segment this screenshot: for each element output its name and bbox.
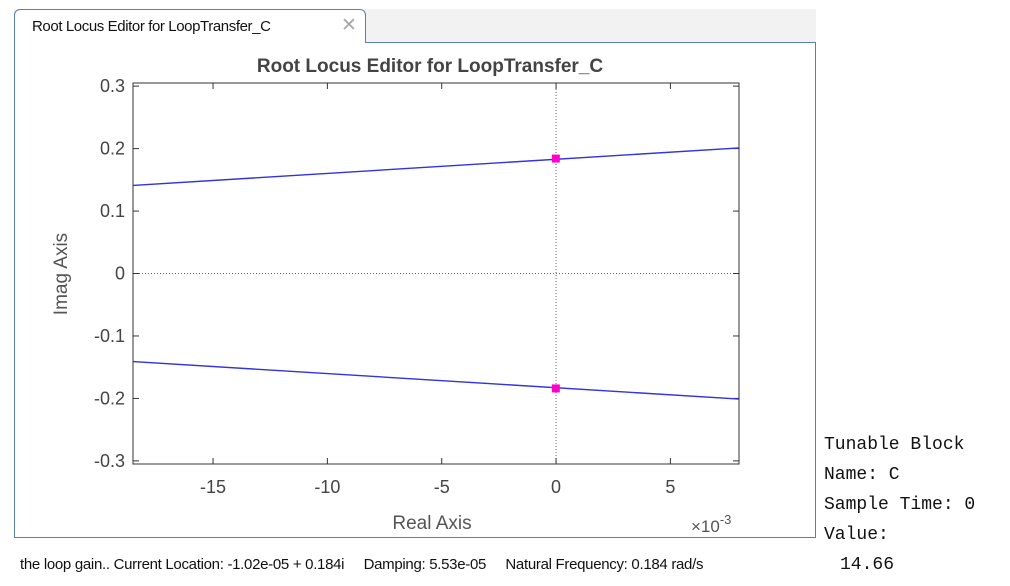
status-damping: Damping: 5.53e-05	[363, 556, 487, 573]
tunable-block-info: Tunable Block Name: C Sample Time: 0 Val…	[824, 430, 975, 580]
tab-label: Root Locus Editor for LoopTransfer_C	[32, 18, 271, 35]
x-tick-label: -10	[314, 477, 340, 497]
block-value: 14.66	[840, 555, 895, 575]
x-tick-label: 0	[551, 477, 561, 497]
x-tick-label: 5	[665, 477, 675, 497]
y-tick-label: 0.1	[100, 201, 125, 221]
status-bar: the loop gain.. Current Location: -1.02e…	[20, 556, 703, 573]
block-value-label: Value:	[824, 525, 889, 545]
x-axis-label: Real Axis	[392, 513, 471, 534]
closed-loop-pole-marker[interactable]	[551, 154, 560, 163]
tab-root-locus-editor[interactable]: Root Locus Editor for LoopTransfer_C ✕	[14, 9, 366, 43]
status-gain-location: the loop gain.. Current Location: -1.02e…	[20, 556, 345, 573]
y-tick-label: -0.1	[94, 326, 125, 346]
y-axis-label: Imag Axis	[51, 233, 72, 315]
close-icon[interactable]: ✕	[341, 14, 357, 36]
block-sample-time: Sample Time: 0	[824, 495, 976, 515]
status-natural-frequency: Natural Frequency: 0.184 rad/s	[505, 556, 704, 573]
y-tick-label: -0.3	[94, 451, 125, 471]
root-locus-panel: Root Locus Editor for LoopTransfer_C Rea…	[14, 42, 816, 538]
closed-loop-pole-marker[interactable]	[551, 384, 560, 393]
locus-branch[interactable]	[132, 147, 740, 187]
x-tick-label: -15	[200, 477, 226, 497]
chart-title: Root Locus Editor for LoopTransfer_C	[257, 56, 604, 77]
locus-branch[interactable]	[132, 360, 740, 400]
y-tick-label: 0.2	[100, 139, 125, 159]
root-locus-plot[interactable]: Root Locus Editor for LoopTransfer_C Rea…	[15, 43, 817, 539]
y-tick-label: 0.3	[100, 76, 125, 96]
x-axis-exponent: ×10-3	[691, 512, 731, 536]
block-heading: Tunable Block	[824, 435, 965, 455]
x-tick-label: -5	[434, 477, 450, 497]
block-name: Name: C	[824, 465, 900, 485]
y-tick-label: -0.2	[94, 388, 125, 408]
y-tick-label: 0	[115, 264, 125, 284]
